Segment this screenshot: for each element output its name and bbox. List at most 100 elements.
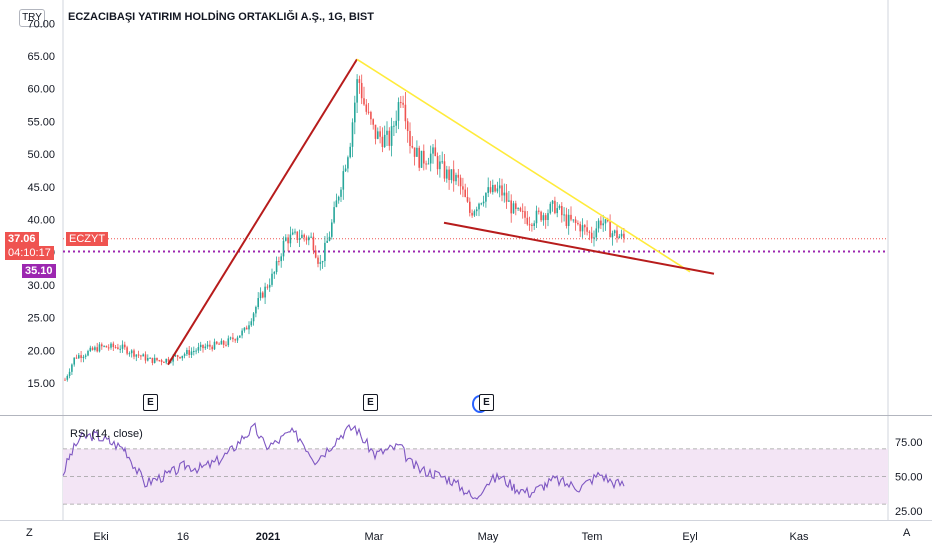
candle-body bbox=[172, 355, 174, 362]
candle-body bbox=[393, 125, 395, 127]
earnings-marker[interactable]: E bbox=[479, 394, 494, 411]
rsi-indicator-label[interactable]: RSI (14, close) bbox=[70, 428, 143, 440]
candle-body bbox=[363, 98, 365, 105]
candle-body bbox=[416, 147, 418, 157]
candle-body bbox=[611, 233, 614, 238]
candle-body bbox=[616, 230, 618, 238]
price-tick-label: 45.00 bbox=[27, 182, 55, 194]
rsi-tick-label: 25.00 bbox=[895, 506, 923, 518]
candle-body bbox=[459, 177, 462, 187]
candle-body bbox=[485, 192, 487, 202]
candle-body bbox=[427, 163, 430, 165]
candle-body bbox=[351, 122, 354, 147]
candle-body bbox=[395, 120, 397, 126]
candle-body bbox=[252, 313, 255, 322]
candle-body bbox=[349, 146, 351, 158]
candle-body bbox=[565, 214, 568, 226]
candle-body bbox=[114, 347, 117, 349]
candle-body bbox=[489, 187, 492, 193]
candle-body bbox=[563, 214, 565, 216]
candle-body bbox=[455, 174, 457, 182]
candle-body bbox=[160, 360, 163, 362]
candle-body bbox=[314, 250, 317, 258]
timezone-button[interactable]: Z bbox=[26, 527, 33, 539]
price-tick-label: 40.00 bbox=[27, 215, 55, 227]
candle-body bbox=[466, 196, 469, 202]
candle-body bbox=[149, 357, 151, 359]
candle-body bbox=[584, 225, 586, 228]
candle-body bbox=[377, 131, 379, 139]
candle-body bbox=[618, 236, 621, 238]
support-line[interactable] bbox=[443, 221, 715, 275]
candle-body bbox=[590, 232, 593, 239]
candle-body bbox=[209, 344, 211, 347]
candle-body bbox=[287, 237, 289, 244]
candle-body bbox=[156, 357, 158, 361]
candle-body bbox=[533, 223, 535, 226]
earnings-marker[interactable]: E bbox=[143, 394, 158, 411]
candle-body bbox=[174, 355, 177, 357]
candle-body bbox=[229, 337, 232, 339]
candle-body bbox=[572, 219, 575, 221]
candle-body bbox=[623, 233, 625, 238]
candle-body bbox=[528, 224, 531, 226]
price-tick-label: 60.00 bbox=[27, 84, 55, 96]
candle-body bbox=[266, 286, 269, 288]
candle-body bbox=[420, 150, 423, 168]
candle-body bbox=[600, 220, 602, 226]
candle-body bbox=[374, 124, 377, 139]
candle-body bbox=[358, 79, 361, 83]
price-tick-label: 55.00 bbox=[27, 116, 55, 128]
candle-body bbox=[259, 292, 262, 299]
candle-body bbox=[183, 354, 186, 356]
candle-body bbox=[211, 346, 213, 350]
candle-body bbox=[586, 227, 588, 232]
candle-body bbox=[130, 350, 133, 354]
candle-body bbox=[406, 121, 409, 131]
candle-body bbox=[220, 340, 223, 345]
candle-body bbox=[436, 156, 439, 170]
candle-body bbox=[432, 147, 434, 154]
earnings-marker[interactable]: E bbox=[363, 394, 378, 411]
candle-body bbox=[216, 341, 218, 344]
candle-body bbox=[558, 205, 561, 209]
candle-body bbox=[581, 225, 584, 232]
candle-body bbox=[197, 347, 200, 351]
candle-body bbox=[107, 347, 110, 349]
candle-body bbox=[89, 347, 92, 352]
candle-body bbox=[473, 211, 476, 216]
candle-body bbox=[439, 161, 441, 170]
candle-body bbox=[275, 261, 278, 273]
currency-badge[interactable]: TRY bbox=[19, 9, 45, 27]
candle-body bbox=[482, 201, 485, 204]
candle-body bbox=[68, 371, 71, 376]
candle-body bbox=[234, 339, 236, 341]
candle-body bbox=[609, 221, 611, 238]
time-tick-label: Eki bbox=[93, 531, 108, 543]
candle-body bbox=[87, 351, 89, 356]
candle-body bbox=[188, 350, 190, 355]
candle-body bbox=[588, 231, 591, 233]
candle-body bbox=[142, 354, 144, 357]
candle-body bbox=[372, 119, 374, 125]
descending-resistance-line[interactable] bbox=[356, 58, 691, 273]
candle-body bbox=[549, 203, 552, 214]
candle-body bbox=[190, 351, 193, 355]
candle-body bbox=[574, 219, 577, 223]
candle-body bbox=[597, 220, 600, 229]
candle-body bbox=[124, 344, 126, 348]
candle-body bbox=[443, 161, 446, 179]
candle-body bbox=[540, 211, 542, 221]
time-tick-label: May bbox=[478, 531, 499, 543]
candle-body bbox=[402, 102, 404, 105]
uptrend-line[interactable] bbox=[167, 58, 358, 366]
candle-body bbox=[91, 347, 94, 350]
candle-body bbox=[487, 187, 489, 193]
candle-body bbox=[554, 200, 556, 214]
price-tick-label: 70.00 bbox=[27, 18, 55, 30]
candle-body bbox=[282, 240, 285, 257]
candle-body bbox=[480, 203, 483, 205]
auto-scale-button[interactable]: A bbox=[903, 527, 911, 539]
candle-body bbox=[119, 348, 121, 350]
